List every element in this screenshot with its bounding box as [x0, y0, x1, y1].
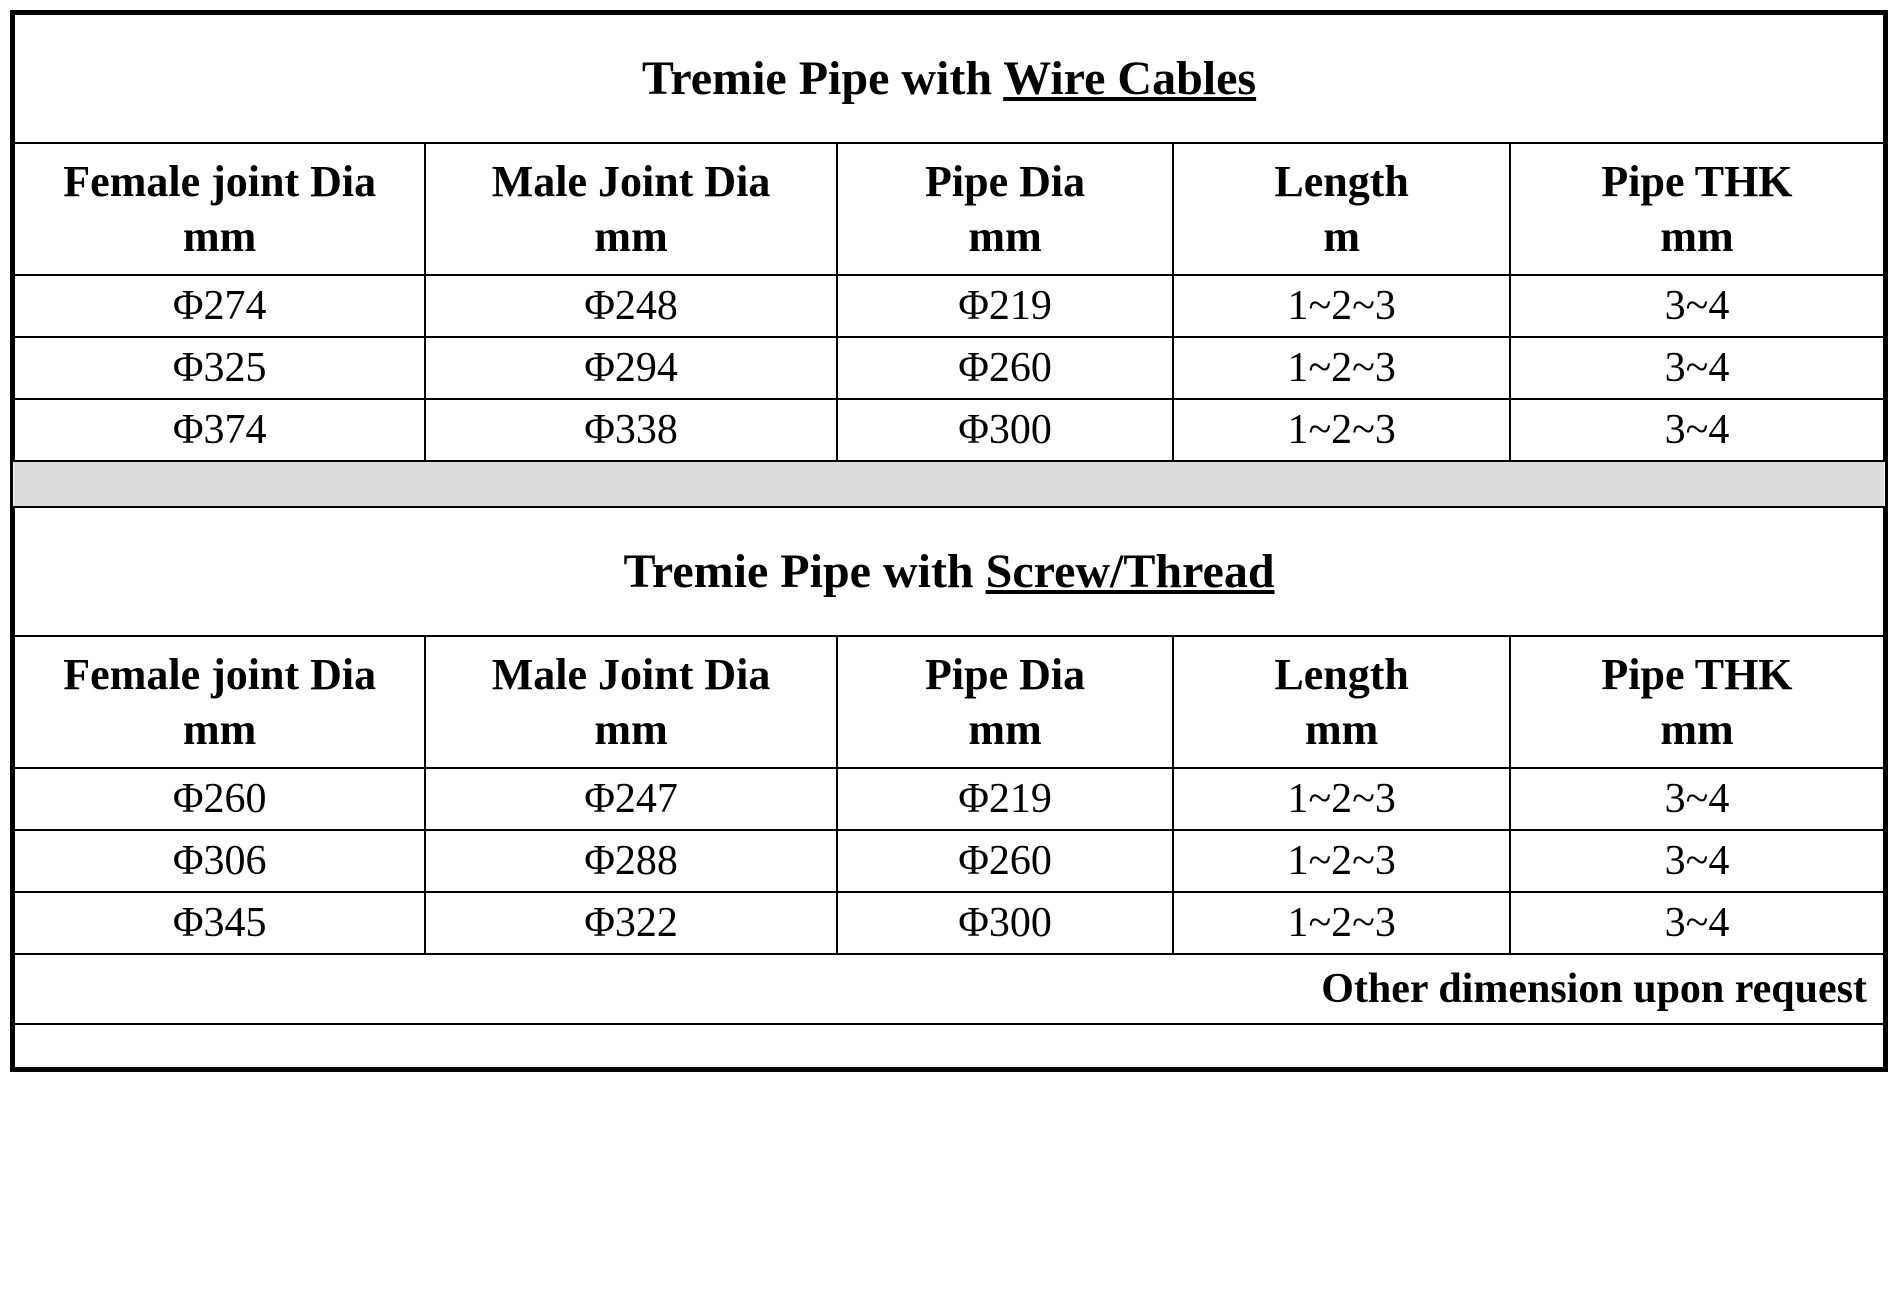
footer-note-row: Other dimension upon request [14, 954, 1884, 1024]
spacer-row [14, 461, 1884, 507]
table1-title-prefix: Tremie Pipe with [642, 52, 1003, 105]
table2-title: Tremie Pipe with Screw/Thread [14, 507, 1884, 636]
table1-col2-unit: mm [594, 212, 667, 261]
spacer-cell [14, 461, 1884, 507]
table1-cell: 3~4 [1510, 399, 1884, 461]
table2-header-row: Female joint Dia mm Male Joint Dia mm Pi… [14, 636, 1884, 768]
table1-col4-header: Length m [1173, 143, 1510, 275]
table2-col2-header: Male Joint Dia mm [425, 636, 836, 768]
table2-cell: Φ260 [14, 768, 425, 830]
blank-footer-cell [14, 1024, 1884, 1068]
table2-cell: Φ288 [425, 830, 836, 892]
table2-title-prefix: Tremie Pipe with [623, 545, 985, 598]
table1-cell: 3~4 [1510, 337, 1884, 399]
table2-col3-unit: mm [968, 705, 1041, 754]
table1-col5-header: Pipe THK mm [1510, 143, 1884, 275]
table1-col2-label: Male Joint Dia [492, 157, 771, 206]
table2-col5-unit: mm [1660, 705, 1733, 754]
page: Tremie Pipe with Wire Cables Female join… [0, 0, 1898, 1291]
table2-cell: 1~2~3 [1173, 892, 1510, 954]
table1-title: Tremie Pipe with Wire Cables [14, 14, 1884, 143]
table1-col3-header: Pipe Dia mm [837, 143, 1174, 275]
table2-cell: 1~2~3 [1173, 768, 1510, 830]
table2-col4-header: Length mm [1173, 636, 1510, 768]
table2-cell: Φ306 [14, 830, 425, 892]
table2-cell: 3~4 [1510, 830, 1884, 892]
table2-cell: Φ247 [425, 768, 836, 830]
footer-note: Other dimension upon request [14, 954, 1884, 1024]
table2-row: Φ345 Φ322 Φ300 1~2~3 3~4 [14, 892, 1884, 954]
table1-cell: Φ260 [837, 337, 1174, 399]
table2-row: Φ260 Φ247 Φ219 1~2~3 3~4 [14, 768, 1884, 830]
table1-header-row: Female joint Dia mm Male Joint Dia mm Pi… [14, 143, 1884, 275]
table1-cell: Φ300 [837, 399, 1174, 461]
table1-col3-label: Pipe Dia [925, 157, 1085, 206]
table1-cell: Φ374 [14, 399, 425, 461]
table1-cell: Φ274 [14, 275, 425, 337]
table2-cell: Φ345 [14, 892, 425, 954]
table2-cell: Φ219 [837, 768, 1174, 830]
table1-cell: 1~2~3 [1173, 337, 1510, 399]
table1-cell: Φ294 [425, 337, 836, 399]
table1-title-underlined: Wire Cables [1003, 52, 1256, 105]
table2-cell: Φ322 [425, 892, 836, 954]
table1-col1-unit: mm [183, 212, 256, 261]
table2-col5-header: Pipe THK mm [1510, 636, 1884, 768]
table1-col1-header: Female joint Dia mm [14, 143, 425, 275]
table1-row: Φ274 Φ248 Φ219 1~2~3 3~4 [14, 275, 1884, 337]
table1-cell: 1~2~3 [1173, 399, 1510, 461]
table2-col2-label: Male Joint Dia [492, 650, 771, 699]
table1-cell: Φ219 [837, 275, 1174, 337]
table2-cell: 3~4 [1510, 892, 1884, 954]
table2-col4-label: Length [1274, 650, 1408, 699]
table1-row: Φ325 Φ294 Φ260 1~2~3 3~4 [14, 337, 1884, 399]
table2-cell: 1~2~3 [1173, 830, 1510, 892]
table2-col3-label: Pipe Dia [925, 650, 1085, 699]
table2-col1-unit: mm [183, 705, 256, 754]
table1-cell: Φ325 [14, 337, 425, 399]
table2-col3-header: Pipe Dia mm [837, 636, 1174, 768]
table1-col2-header: Male Joint Dia mm [425, 143, 836, 275]
table1-cell: Φ248 [425, 275, 836, 337]
table2-row: Φ306 Φ288 Φ260 1~2~3 3~4 [14, 830, 1884, 892]
table2-col1-label: Female joint Dia [63, 650, 376, 699]
table1-col4-unit: m [1323, 212, 1360, 261]
table2-cell: Φ300 [837, 892, 1174, 954]
table2-title-row: Tremie Pipe with Screw/Thread [14, 507, 1884, 636]
table2-title-underlined: Screw/Thread [986, 545, 1275, 598]
table2-col1-header: Female joint Dia mm [14, 636, 425, 768]
table1-row: Φ374 Φ338 Φ300 1~2~3 3~4 [14, 399, 1884, 461]
table2-col4-unit: mm [1305, 705, 1378, 754]
table1-col3-unit: mm [968, 212, 1041, 261]
table1-col1-label: Female joint Dia [63, 157, 376, 206]
tremie-pipe-tables: Tremie Pipe with Wire Cables Female join… [13, 13, 1885, 1069]
table2-col2-unit: mm [594, 705, 667, 754]
table2-cell: Φ260 [837, 830, 1174, 892]
table1-cell: 1~2~3 [1173, 275, 1510, 337]
table2-cell: 3~4 [1510, 768, 1884, 830]
blank-footer-row [14, 1024, 1884, 1068]
table1-cell: 3~4 [1510, 275, 1884, 337]
tables-container: Tremie Pipe with Wire Cables Female join… [10, 10, 1888, 1072]
table1-col4-label: Length [1274, 157, 1408, 206]
table1-cell: Φ338 [425, 399, 836, 461]
table2-col5-label: Pipe THK [1601, 650, 1792, 699]
table1-col5-label: Pipe THK [1601, 157, 1792, 206]
table1-title-row: Tremie Pipe with Wire Cables [14, 14, 1884, 143]
table1-col5-unit: mm [1660, 212, 1733, 261]
